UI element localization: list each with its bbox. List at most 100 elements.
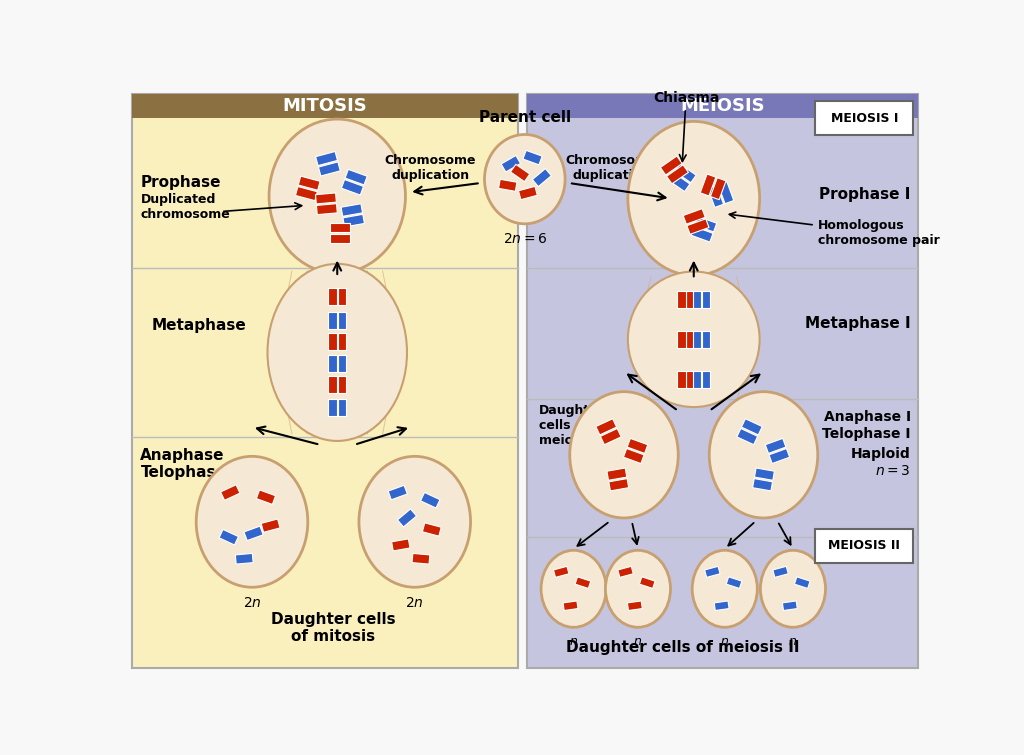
Polygon shape [677,291,686,308]
Bar [527,94,918,118]
Polygon shape [692,291,701,308]
Ellipse shape [359,456,471,587]
Polygon shape [343,214,365,227]
Polygon shape [773,566,788,578]
Polygon shape [338,312,346,328]
Polygon shape [687,219,709,234]
Text: Prophase: Prophase [140,174,221,190]
Polygon shape [518,186,538,199]
Text: MITOSIS: MITOSIS [283,97,368,115]
Polygon shape [412,553,430,564]
Polygon shape [683,208,706,224]
Text: MEIOSIS I: MEIOSIS I [830,112,898,125]
Polygon shape [219,529,239,545]
Text: $n$: $n$ [788,635,798,648]
Text: $n$: $n$ [720,635,729,648]
Polygon shape [575,577,591,588]
Polygon shape [338,288,346,306]
Polygon shape [692,371,701,388]
Bar [527,94,918,668]
FancyBboxPatch shape [815,528,913,562]
Text: $2n = 6$: $2n = 6$ [503,232,547,245]
Polygon shape [421,492,440,508]
Text: Anaphase I
Telophase I: Anaphase I Telophase I [822,411,910,441]
Polygon shape [627,439,648,454]
Text: Anaphase
Telophase: Anaphase Telophase [140,448,226,480]
Polygon shape [617,566,633,578]
Polygon shape [315,193,336,204]
Polygon shape [686,371,695,388]
Polygon shape [677,331,686,348]
Polygon shape [741,419,762,435]
Polygon shape [753,479,772,491]
Polygon shape [694,217,717,232]
Polygon shape [338,333,346,350]
Polygon shape [708,186,724,208]
Polygon shape [511,165,529,182]
Ellipse shape [628,122,760,276]
Polygon shape [624,448,644,464]
Text: $n$: $n$ [569,635,579,648]
Ellipse shape [605,550,671,627]
Polygon shape [600,429,622,445]
Polygon shape [329,355,337,371]
Polygon shape [667,165,688,184]
Polygon shape [220,485,240,501]
Text: Homologous
chromosome pair: Homologous chromosome pair [729,212,939,247]
Ellipse shape [267,263,407,441]
Polygon shape [737,429,758,445]
Polygon shape [700,174,716,196]
Polygon shape [686,291,695,308]
Polygon shape [345,169,368,185]
Polygon shape [338,355,346,371]
Polygon shape [765,439,786,454]
Polygon shape [668,172,690,192]
Polygon shape [298,176,321,190]
Ellipse shape [761,550,825,627]
Text: Prophase I: Prophase I [819,187,910,202]
Polygon shape [261,519,280,532]
Text: MEIOSIS II: MEIOSIS II [828,539,900,552]
Polygon shape [329,288,337,306]
Polygon shape [329,376,337,393]
Polygon shape [660,156,682,175]
Polygon shape [341,180,364,195]
Bar [132,94,518,668]
Polygon shape [244,526,263,541]
Polygon shape [782,601,798,611]
Polygon shape [795,577,810,588]
Polygon shape [331,223,350,233]
Polygon shape [711,177,726,199]
Text: $2n$: $2n$ [406,596,424,611]
Bar [132,94,518,118]
Text: $2n$: $2n$ [243,596,261,611]
Polygon shape [422,523,441,536]
Polygon shape [532,168,551,186]
Polygon shape [596,419,616,435]
Text: $n$: $n$ [634,635,642,648]
Polygon shape [639,577,655,588]
Polygon shape [628,601,642,611]
Polygon shape [315,152,338,165]
Text: Daughter cells of meiosis II: Daughter cells of meiosis II [565,639,799,655]
Ellipse shape [484,134,565,223]
Polygon shape [329,333,337,350]
Text: MEIOSIS: MEIOSIS [680,97,765,115]
Polygon shape [316,204,337,214]
Polygon shape [718,182,734,204]
Polygon shape [554,566,569,578]
Polygon shape [341,204,362,217]
Polygon shape [499,179,517,191]
Ellipse shape [269,119,406,273]
Polygon shape [296,186,317,201]
Ellipse shape [710,392,818,518]
Polygon shape [677,371,686,388]
Text: Chromosome
duplication: Chromosome duplication [566,153,657,182]
Text: Haploid
$n = 3$: Haploid $n = 3$ [851,448,910,478]
Polygon shape [388,485,408,500]
Polygon shape [691,226,713,242]
Polygon shape [236,553,253,564]
Polygon shape [331,234,350,243]
Polygon shape [701,371,711,388]
Polygon shape [769,448,790,464]
